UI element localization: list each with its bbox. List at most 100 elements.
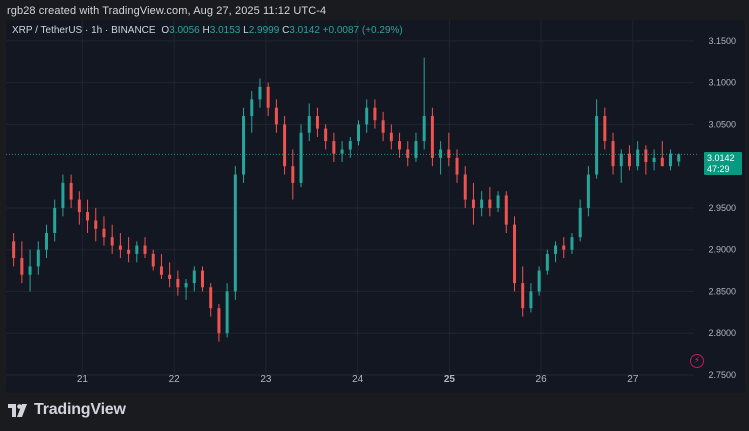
low-value: 2.9999 (248, 25, 280, 36)
y-tick-label: 2.9500 (708, 203, 736, 213)
y-tick-label: 2.8500 (708, 286, 736, 296)
high-label: H (202, 25, 210, 36)
y-tick-label: 2.8000 (708, 328, 736, 338)
candle-body (250, 99, 254, 117)
candle-body (168, 274, 172, 279)
chart-panel[interactable]: 3.1500 3.1000 3.0500 2.9500 2.9000 2.8500 2.80… (6, 20, 745, 393)
y-tick-label: 2.9000 (708, 245, 736, 255)
tradingview-logo: TradingView (8, 401, 126, 419)
x-tick-label: 22 (169, 374, 181, 385)
candle-body (430, 116, 434, 158)
candle-body (332, 141, 336, 154)
candle-body (291, 166, 295, 183)
candle-body (225, 291, 229, 334)
grid-layer (6, 20, 694, 376)
y-tick-label: 3.0500 (708, 119, 736, 129)
candle-body (274, 107, 278, 125)
candle-body (586, 174, 590, 208)
candle-body (233, 174, 237, 292)
candle-body (389, 132, 393, 142)
candle-body (529, 291, 533, 309)
candle-body (159, 266, 163, 275)
x-tick-label: 26 (536, 374, 548, 385)
candle-body (94, 220, 98, 229)
candle-body (677, 154, 681, 162)
low-label: L (243, 25, 249, 36)
candle-body (595, 116, 599, 175)
candle-body (480, 199, 484, 208)
candle-body (61, 182, 65, 208)
candle-body (496, 195, 500, 208)
candle-body (521, 283, 525, 309)
candle-body (127, 249, 131, 254)
chart-caption: rgb28 created with TradingView.com, Aug … (7, 5, 327, 17)
tv-logo-icon (8, 403, 27, 417)
candle-body (644, 149, 648, 162)
candle-body (545, 253, 549, 271)
y-tick-label: 3.1000 (708, 78, 736, 88)
candle-body (36, 249, 40, 267)
candle-body (669, 153, 673, 167)
candle-body (12, 241, 16, 259)
bar-countdown: 47:29 (707, 164, 730, 174)
candle-body (44, 233, 48, 250)
candle-body (192, 270, 196, 284)
candle-body (504, 195, 508, 225)
candle-body (488, 199, 492, 208)
candle-body (242, 116, 246, 175)
candle-body (324, 128, 328, 142)
candle-body (619, 153, 623, 167)
candle-body (258, 86, 262, 100)
x-tick-label: 25 (444, 374, 456, 385)
candle-body (578, 207, 582, 238)
candle-body (406, 149, 410, 158)
candle-body (455, 157, 459, 175)
candle-body (603, 116, 607, 142)
candle-body (28, 266, 32, 275)
high-value: 3.0153 (209, 25, 241, 36)
x-tick-label: 23 (260, 374, 272, 385)
candle-body (118, 245, 122, 250)
open-value: 3.0056 (169, 25, 200, 36)
candle-body (398, 141, 402, 150)
candle-body (151, 253, 155, 267)
candle-body (299, 132, 303, 183)
candle-body (365, 107, 369, 125)
brand-name: TradingView (34, 401, 126, 418)
candle-body (373, 107, 377, 121)
candle-body (102, 228, 106, 238)
candle-body (86, 212, 90, 221)
candle-body (611, 141, 615, 167)
candle-body (315, 116, 319, 129)
y-tick-label: 2.7500 (708, 370, 736, 380)
candle-body (512, 224, 516, 284)
candle-body (381, 120, 385, 133)
x-tick-label: 21 (77, 374, 89, 385)
candle-body (636, 149, 640, 167)
change-value: +0.0087 (+0.29%) (322, 25, 403, 36)
candle-body (652, 157, 656, 162)
last-price-value: 3.0142 (707, 153, 735, 163)
close-value: 3.0142 (289, 25, 320, 36)
candle-body (217, 308, 221, 334)
candle-body (471, 199, 475, 208)
candlestick-chart[interactable]: 3.1500 3.1000 3.0500 2.9500 2.9000 2.8500 2.80… (6, 20, 745, 393)
candle-body (184, 283, 188, 288)
symbol-legend: XRP / TetherUS · 1h · BINANCE O3.0056 H3… (12, 25, 403, 36)
y-tick-label: 3.1500 (708, 36, 736, 46)
lightning-icon[interactable]: ⚡ (690, 354, 704, 368)
candle-body (447, 149, 451, 158)
candle-body (627, 153, 631, 167)
candle-body (356, 124, 360, 142)
candle-body (439, 149, 443, 158)
candle-body (209, 287, 213, 309)
candle-body (348, 141, 352, 150)
candle-body (200, 270, 204, 288)
candle-body (307, 116, 311, 133)
candle-body (266, 86, 270, 108)
axis-layer: 3.1500 3.1000 3.0500 2.9500 2.9000 2.8500 2.80… (6, 36, 736, 385)
candle-body (463, 174, 467, 200)
candle-layer (12, 57, 681, 342)
candle-body (135, 245, 139, 254)
candle-body (422, 116, 426, 142)
